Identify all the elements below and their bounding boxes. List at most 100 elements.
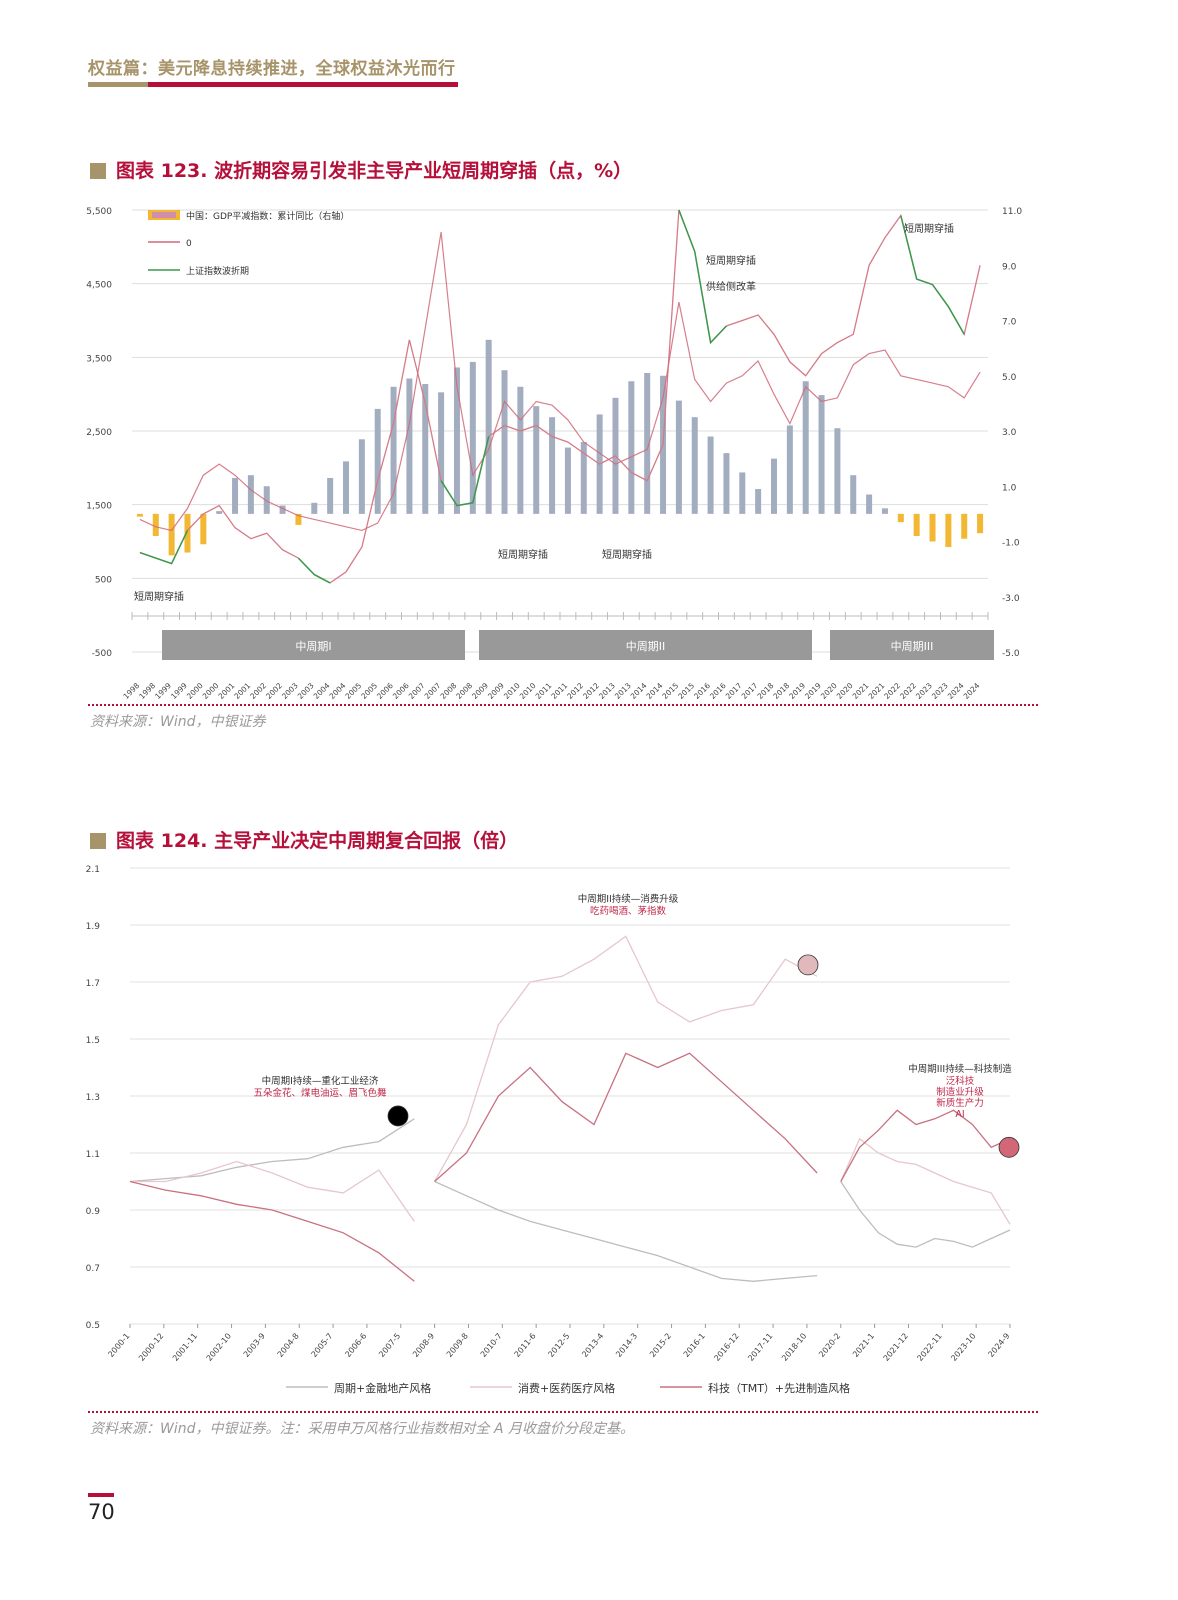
y-tick-label: 2.1	[86, 865, 100, 875]
right-tick-label: 3.0	[1002, 428, 1017, 438]
x-tick-label: 2002-10	[205, 1332, 233, 1363]
x-tick-label: 2015	[676, 681, 696, 700]
x-tick-label: 2017	[740, 681, 760, 700]
gdp-deflator-bar	[881, 508, 888, 514]
x-tick-label: 2020	[819, 681, 839, 700]
gdp-deflator-bar	[279, 505, 286, 514]
annotation-subtitle: AI	[955, 1109, 964, 1120]
gdp-deflator-bar	[501, 370, 508, 514]
legend-swatch-bar-inner	[152, 212, 176, 218]
x-tick-label: 2006	[391, 681, 411, 700]
series-line	[130, 1160, 415, 1222]
x-tick-label: 2012	[565, 681, 585, 700]
left-tick-label: -500	[92, 649, 113, 659]
figure-123-title: 图表 123. 波折期容易引发非主导产业短周期穿插（点，%）	[90, 156, 632, 183]
gdp-deflator-bar	[311, 502, 318, 514]
annotation-subtitle: 泛科技	[946, 1075, 975, 1087]
right-tick-label: 5.0	[1002, 373, 1017, 383]
x-tick-label: 2014-3	[614, 1332, 639, 1359]
x-tick-label: 2001	[217, 681, 237, 700]
segment-end-marker	[387, 1105, 409, 1127]
gdp-deflator-bar	[295, 513, 302, 525]
right-tick-label: -3.0	[1002, 594, 1020, 604]
x-tick-label: 2008	[439, 681, 459, 700]
legend-label: 0	[186, 239, 192, 249]
x-tick-label: 2003	[280, 681, 300, 700]
y-tick-label: 0.9	[86, 1207, 101, 1217]
x-tick-label: 2021	[867, 681, 887, 700]
chart-annotation: 短周期穿插	[498, 548, 548, 561]
gdp-deflator-bar	[263, 486, 270, 514]
x-tick-label: 2013-4	[580, 1332, 605, 1359]
legend-label: 周期+金融地产风格	[334, 1381, 431, 1395]
x-tick-label: 2002	[248, 681, 268, 700]
segment-end-marker	[797, 954, 819, 976]
gdp-deflator-bar	[200, 513, 207, 545]
legend-label: 科技（TMT）+先进制造风格	[708, 1381, 850, 1395]
x-tick-label: 2011	[549, 681, 569, 700]
gdp-deflator-bar	[897, 513, 904, 523]
gdp-deflator-bar	[247, 475, 254, 514]
annotation-title: 中周期II持续—消费升级	[578, 893, 679, 905]
x-tick-label: 1999	[153, 681, 173, 700]
short-cycle-segment	[440, 436, 490, 507]
period-box	[830, 630, 994, 660]
legend-label: 中国：GDP平减指数：累计同比（右轴）	[186, 210, 349, 222]
x-tick-label: 2022	[898, 681, 918, 700]
period-box	[162, 630, 465, 660]
x-tick-label: 2005	[343, 681, 363, 700]
x-tick-label: 2017	[724, 681, 744, 700]
figure-124-title: 图表 124. 主导产业决定中周期复合回报（倍）	[90, 826, 518, 853]
period-label: 中周期I	[295, 640, 331, 653]
x-tick-label: 2009-8	[445, 1332, 470, 1359]
y-tick-label: 1.5	[86, 1036, 100, 1046]
y-tick-label: 0.7	[86, 1264, 100, 1274]
x-tick-label: 2022-11	[915, 1332, 943, 1363]
gdp-deflator-bar	[945, 513, 952, 548]
gdp-deflator-bar	[580, 442, 587, 514]
left-tick-label: 4,500	[86, 281, 112, 291]
x-tick-label: 2007	[423, 681, 443, 700]
gdp-deflator-bar	[628, 381, 635, 514]
x-tick-label: 1999	[169, 681, 189, 700]
gdp-deflator-bar	[961, 513, 968, 539]
x-tick-label: 2017-11	[746, 1332, 774, 1363]
x-tick-label: 2001-11	[171, 1332, 199, 1363]
gdp-deflator-bar	[977, 513, 984, 534]
x-tick-label: 2018-10	[780, 1332, 808, 1363]
right-tick-label: -1.0	[1002, 539, 1020, 549]
gdp-deflator-bar	[913, 513, 920, 536]
x-tick-label: 2013	[613, 681, 633, 700]
title-marker-square	[90, 163, 106, 179]
x-tick-label: 2021-12	[882, 1332, 910, 1363]
gdp-deflator-bar	[866, 494, 873, 514]
x-tick-label: 2003-9	[242, 1332, 267, 1359]
x-tick-label: 2022	[882, 681, 902, 700]
series-line	[434, 1052, 818, 1182]
x-tick-label: 2018	[756, 681, 776, 700]
series-line	[434, 935, 818, 1182]
gdp-deflator-bar	[216, 511, 223, 514]
left-tick-label: 3,500	[86, 354, 112, 364]
figure-124-chart: 2.1 1.9 1.7 1.5 1.3 1.1 0.9 0.7 0.5 2000-1 2000-12…	[86, 865, 1020, 1395]
short-cycle-segment	[678, 209, 727, 345]
x-tick-label: 2024	[946, 681, 966, 700]
x-tick-label: 2003	[296, 681, 316, 700]
gdp-deflator-bar	[850, 475, 857, 514]
gdp-deflator-bar	[136, 513, 143, 517]
title-marker-square	[90, 833, 106, 849]
x-tick-label: 2023	[930, 681, 950, 700]
short-cycle-segment	[297, 557, 331, 584]
x-tick-label: 2006	[375, 681, 395, 700]
x-tick-label: 2008-9	[411, 1332, 436, 1359]
legend-label: 消费+医药医疗风格	[518, 1381, 615, 1395]
gdp-deflator-bar	[469, 361, 476, 514]
right-tick-label: 11.0	[1002, 207, 1022, 217]
gdp-deflator-bar	[786, 425, 793, 514]
x-tick-label: 2016	[692, 681, 712, 700]
page-number: 70	[88, 1500, 115, 1524]
gdp-deflator-bar	[771, 458, 777, 514]
gdp-deflator-bar	[374, 408, 381, 514]
gdp-deflator-bar	[533, 406, 540, 514]
chart-annotation: 供给侧改革	[706, 280, 756, 293]
